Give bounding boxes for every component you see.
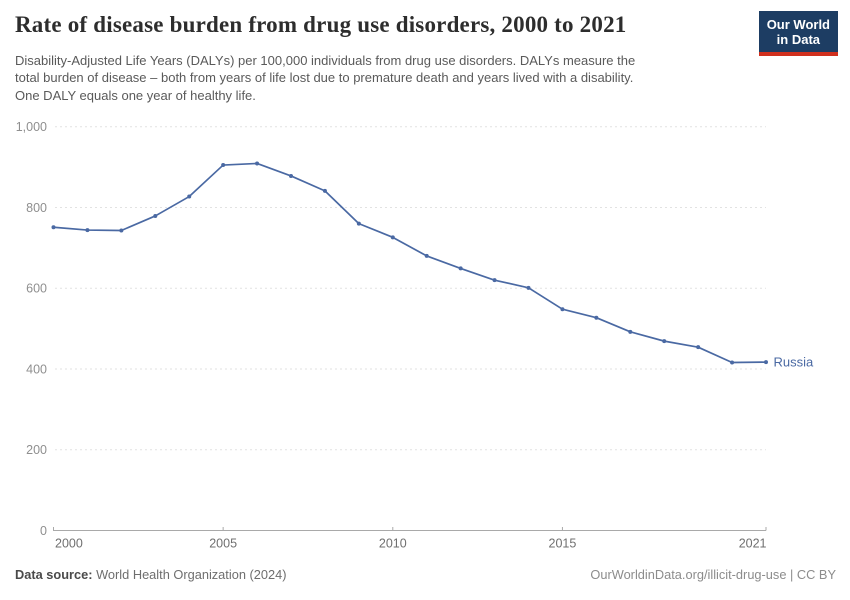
page-title: Rate of disease burden from drug use dis…: [15, 12, 627, 37]
data-point-2015: [560, 307, 565, 312]
owid-logo[interactable]: Our World in Data: [758, 11, 838, 56]
y-axis-tick-label: 400: [26, 362, 47, 376]
data-point-2009: [356, 221, 361, 226]
data-point-2006: [255, 161, 260, 166]
data-point-2016: [594, 315, 599, 320]
data-point-2007: [289, 173, 293, 178]
data-source: Data source: World Health Organization (…: [15, 567, 286, 582]
data-point-2018: [662, 339, 667, 344]
x-axis-tick-label: 2021: [739, 537, 767, 551]
data-point-2014: [526, 285, 531, 290]
footer-credit: OurWorldinData.org/illicit-drug-use | CC…: [590, 567, 836, 582]
data-point-2010: [390, 235, 395, 240]
data-source-label: Data source:: [15, 567, 93, 582]
y-axis-tick-label: 1,000: [16, 120, 47, 134]
data-point-2013: [492, 278, 497, 283]
data-point-2004: [187, 194, 192, 199]
data-point-2000: [51, 225, 56, 230]
subtitle-line: Disability-Adjusted Life Years (DALYs) p…: [15, 53, 636, 68]
x-axis-tick-label: 2010: [379, 537, 407, 551]
russia-line-series: [52, 162, 767, 364]
data-point-2005: [221, 163, 226, 168]
data-point-2019: [696, 345, 701, 350]
subtitle-line: total burden of disease – both from year…: [15, 70, 634, 86]
data-point-2003: [153, 213, 158, 218]
data-point-2020: [730, 360, 735, 365]
logo-text-line1: Our World: [766, 17, 830, 32]
footer-license: | CC BY: [786, 567, 836, 582]
data-point-2001: [85, 228, 90, 233]
x-axis-tick-label: 2005: [209, 537, 237, 551]
data-point-2002: [119, 228, 124, 233]
x-axis-tick-label: 2000: [55, 537, 83, 551]
y-axis-tick-label: 0: [40, 524, 47, 538]
data-point-2017: [628, 329, 633, 334]
y-axis-tick-label: 800: [26, 201, 47, 215]
data-point-2008: [322, 188, 327, 193]
chart-subtitle: Disability-Adjusted Life Years (DALYs) p…: [15, 52, 635, 104]
data-point-2011: [424, 253, 429, 258]
y-axis-tick-label: 600: [26, 282, 47, 296]
x-axis-tick-label: 2015: [549, 537, 577, 551]
subtitle-line: One DALY equals one year of healthy life…: [15, 87, 256, 103]
data-point-2012: [458, 266, 463, 271]
data-source-value: World Health Organization (2024): [92, 567, 287, 582]
logo-text-line2: in Data: [776, 32, 821, 47]
data-point-2021: [764, 360, 768, 365]
footer-link[interactable]: OurWorldinData.org/illicit-drug-use: [590, 567, 787, 582]
series-label-russia[interactable]: Russia: [774, 354, 815, 369]
y-axis-tick-label: 200: [26, 443, 47, 457]
